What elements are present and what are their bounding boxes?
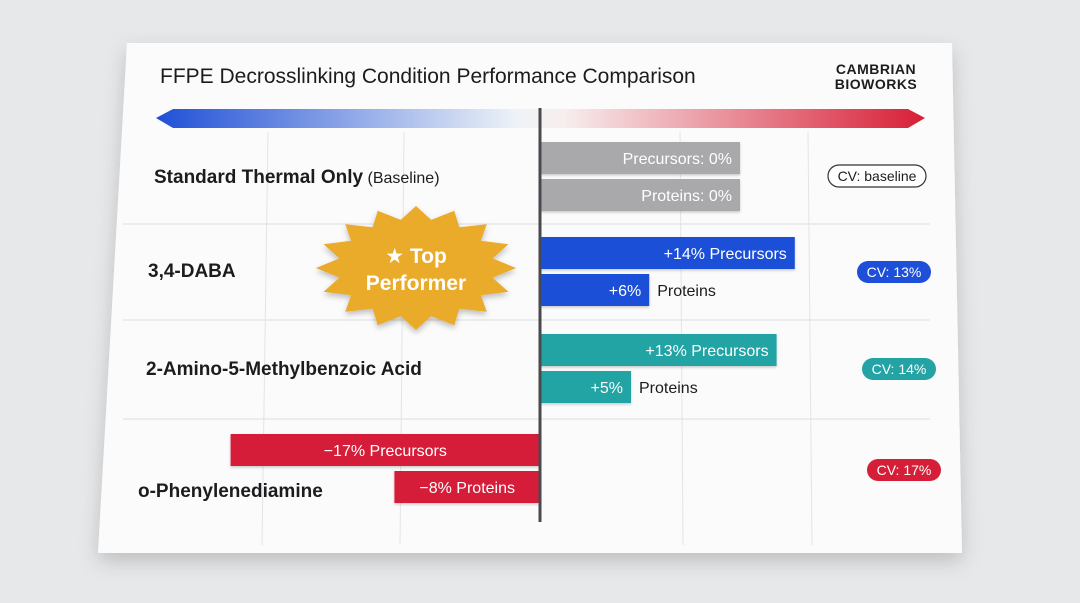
grid-lines (123, 131, 930, 546)
cv-badge-standard-thermal-only (827, 164, 927, 188)
starburst-icon (316, 206, 516, 330)
bar-o-phenylenediamine-precursors (230, 434, 540, 466)
bar-2-amino-5-methylbenzoic-acid-precursors-label: +13% Precursors (645, 343, 768, 360)
labels-layer: Standard Thermal Only (Baseline) Precurso… (138, 151, 941, 502)
category-note-standard-thermal-only: (Baseline) (363, 170, 439, 187)
badge-text-line-1: ★ Top (385, 245, 447, 268)
bar-3-4-daba-proteins-label: +6% (609, 283, 641, 300)
cv-label-2-amino-5-methylbenzoic-acid: CV: 14% (872, 361, 927, 377)
cv-label-3-4-daba: CV: 13% (867, 264, 922, 280)
bar-3-4-daba-precursors (540, 237, 795, 269)
top-performer-badge: ★ Top Performer (316, 206, 516, 330)
category-label-3-4-daba: 3,4-DABA (148, 261, 236, 282)
category-label-2-amino-5-methylbenzoic-acid: 2-Amino-5-Methylbenzoic Acid (146, 359, 422, 380)
bar-standard-thermal-only-precursors-label: Precursors: 0% (623, 151, 732, 168)
bar-2-amino-5-methylbenzoic-acid-proteins (540, 371, 631, 403)
bar-2-amino-5-methylbenzoic-acid-proteins-outside-label: Proteins (639, 380, 698, 397)
bar-o-phenylenediamine-precursors-label: −17% Precursors (324, 443, 447, 460)
bar-o-phenylenediamine-proteins-label: −8% Proteins (419, 480, 515, 497)
bar-2-amino-5-methylbenzoic-acid-proteins-label: +5% (591, 380, 623, 397)
cv-badge-o-phenylenediamine (867, 459, 941, 481)
bar-standard-thermal-only-proteins-label: Proteins: 0% (641, 188, 732, 205)
category-label-o-phenylenediamine: o-Phenylenediamine (138, 481, 323, 502)
brand-logo-line-1: CAMBRIAN (836, 61, 916, 77)
category-label-standard-thermal-only: Standard Thermal Only (Baseline) (154, 167, 440, 188)
bars-layer (230, 142, 795, 503)
cv-badge-2-amino-5-methylbenzoic-acid (862, 358, 936, 380)
brand-logo-line-2: BIOWORKS (835, 76, 918, 92)
bar-standard-thermal-only-proteins (540, 179, 740, 211)
cv-label-standard-thermal-only: CV: baseline (838, 168, 917, 184)
bar-3-4-daba-precursors-label: +14% Precursors (664, 246, 787, 263)
chart-title: FFPE Decrosslinking Condition Performanc… (160, 65, 696, 88)
bar-o-phenylenediamine-proteins (394, 471, 540, 503)
bar-standard-thermal-only-precursors (540, 142, 740, 174)
bar-3-4-daba-proteins (540, 274, 650, 306)
bar-3-4-daba-proteins-outside-label: Proteins (657, 283, 716, 300)
badge-text-line-2: Performer (366, 272, 466, 295)
bar-2-amino-5-methylbenzoic-acid-precursors (540, 334, 777, 366)
cv-label-o-phenylenediamine: CV: 17% (877, 462, 932, 478)
grid-line-vertical-1 (261, 131, 269, 546)
chart-card (98, 43, 962, 553)
grid-line-vertical-4 (807, 131, 813, 546)
cv-badge-3-4-daba (857, 261, 931, 283)
